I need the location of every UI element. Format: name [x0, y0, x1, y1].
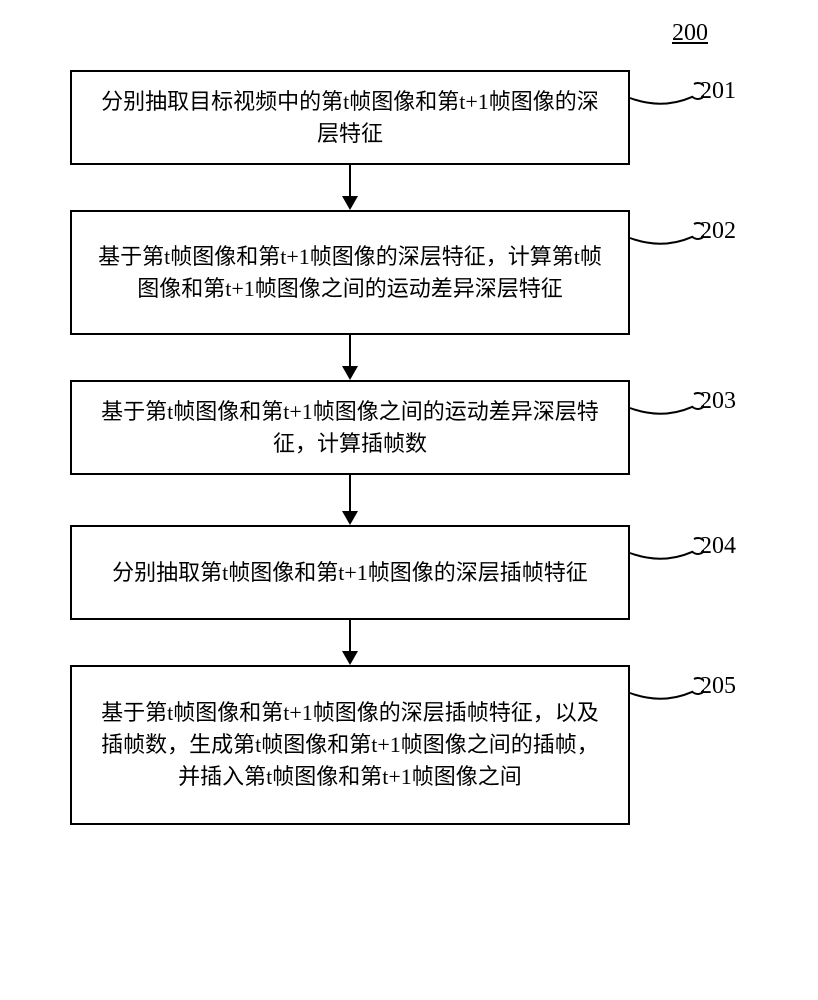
step-number: 204: [700, 533, 736, 560]
flow-arrow: [340, 165, 360, 210]
figure-number: 200: [672, 20, 708, 47]
callout-leader: [620, 667, 704, 713]
callout-leader: [620, 382, 704, 428]
flow-step-text: 基于第t帧图像和第t+1帧图像之间的运动差异深层特征，计算插帧数: [92, 396, 608, 460]
flow-step-text: 分别抽取目标视频中的第t帧图像和第t+1帧图像的深层特征: [92, 86, 608, 150]
flow-arrow: [340, 335, 360, 380]
step-number: 201: [700, 78, 736, 105]
flow-step-text: 分别抽取第t帧图像和第t+1帧图像的深层插帧特征: [112, 557, 588, 589]
callout-leader: [620, 212, 704, 258]
flow-arrow: [340, 475, 360, 525]
flowchart-container: 200 分别抽取目标视频中的第t帧图像和第t+1帧图像的深层特征 201 基于第t帧…: [0, 0, 818, 1000]
flow-step: 分别抽取目标视频中的第t帧图像和第t+1帧图像的深层特征: [70, 70, 630, 165]
flow-arrow: [340, 620, 360, 665]
flow-step-text: 基于第t帧图像和第t+1帧图像的深层插帧特征，以及插帧数，生成第t帧图像和第t+…: [92, 697, 608, 793]
callout-leader: [620, 527, 704, 573]
flow-step-text: 基于第t帧图像和第t+1帧图像的深层特征，计算第t帧图像和第t+1帧图像之间的运…: [92, 241, 608, 305]
step-number: 203: [700, 388, 736, 415]
flow-step: 基于第t帧图像和第t+1帧图像之间的运动差异深层特征，计算插帧数: [70, 380, 630, 475]
step-number: 205: [700, 673, 736, 700]
flow-step: 基于第t帧图像和第t+1帧图像的深层插帧特征，以及插帧数，生成第t帧图像和第t+…: [70, 665, 630, 825]
flow-step: 分别抽取第t帧图像和第t+1帧图像的深层插帧特征: [70, 525, 630, 620]
step-number: 202: [700, 218, 736, 245]
callout-leader: [620, 72, 704, 118]
flow-step: 基于第t帧图像和第t+1帧图像的深层特征，计算第t帧图像和第t+1帧图像之间的运…: [70, 210, 630, 335]
